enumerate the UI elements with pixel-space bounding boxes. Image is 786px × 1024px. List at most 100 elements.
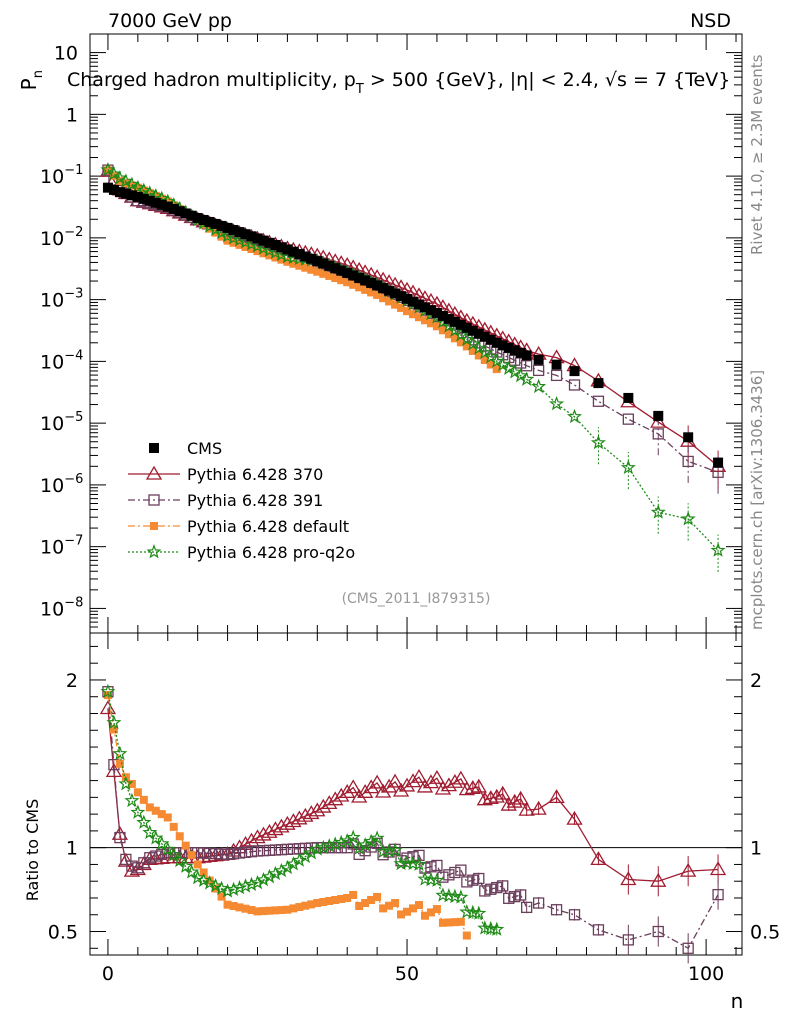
ratio-point-proq2o	[202, 875, 218, 890]
point-cms	[120, 188, 131, 199]
ratio-point-p370	[506, 793, 523, 808]
ratio-y-tick-label: 0.5	[48, 922, 78, 944]
bottom-tick-marks	[90, 633, 742, 955]
point-default	[319, 269, 328, 278]
bottom-panel: 0.5 0.5 1 1 2 2 0 50 100 Ratio to CMS n	[23, 632, 780, 1013]
ratio-point-p391	[245, 846, 258, 858]
point-cms	[210, 218, 221, 229]
x-axis-label: n	[731, 989, 744, 1013]
ratio-point-p370	[339, 784, 356, 798]
point-cms	[180, 208, 191, 219]
ratio-point-p391	[198, 847, 210, 859]
point-cms	[342, 267, 353, 278]
legend-label: CMS	[187, 439, 222, 458]
ratio-point-p391	[120, 853, 132, 866]
ratio-point-proq2o	[130, 804, 146, 819]
ratio-point-p370	[368, 774, 386, 789]
top-y-tick-label: 1	[66, 104, 78, 126]
top-y-axis-label: Pn	[17, 70, 46, 90]
point-cms	[282, 244, 293, 255]
ratio-point-proq2o	[118, 775, 134, 791]
ratio-point-p391	[263, 844, 276, 856]
point-cms	[479, 331, 490, 342]
point-proq2o	[118, 173, 134, 188]
ratio-point-p391	[425, 861, 437, 873]
ratio-point-p370	[410, 768, 428, 783]
ratio-point-p370	[374, 783, 392, 798]
point-default	[307, 265, 316, 274]
point-cms	[186, 210, 197, 221]
ratio-point-p370	[464, 780, 481, 794]
ratio-point-proq2o	[363, 833, 379, 849]
point-cms	[390, 288, 401, 299]
ratio-point-proq2o	[220, 883, 236, 898]
legend-label: Pythia 6.428 370	[187, 465, 323, 484]
point-default	[277, 255, 286, 264]
point-cms	[569, 366, 580, 377]
ratio-point-p391	[568, 909, 581, 921]
point-default	[337, 276, 346, 285]
point-cms	[192, 212, 203, 223]
ratio-point-default	[277, 906, 286, 915]
ratio-point-p391	[221, 848, 234, 861]
ratio-point-p370	[590, 851, 607, 866]
ratio-point-proq2o	[136, 814, 152, 829]
ratio-point-p391	[126, 860, 138, 872]
ratio-point-p391	[365, 841, 377, 853]
x-tick-label: 0	[102, 963, 114, 985]
ratio-point-p391	[341, 842, 353, 854]
ratio-point-p370	[482, 790, 499, 805]
bottom-tick-labels: 0.5 0.5 1 1 2 2 0 50 100	[48, 670, 780, 985]
ratio-point-proq2o	[106, 714, 122, 730]
legend-entry-proq2o: Pythia 6.428 pro-q2o	[128, 543, 355, 562]
point-cms	[288, 246, 299, 257]
point-cms	[497, 340, 508, 351]
ratio-point-p370	[518, 801, 535, 816]
ratio-point-default	[175, 832, 184, 841]
ratio-point-p370	[620, 871, 637, 886]
point-default	[301, 263, 310, 272]
ratio-point-p370	[237, 836, 254, 850]
point-cms	[533, 354, 544, 365]
point-cms	[366, 277, 377, 288]
ratio-point-proq2o	[273, 862, 289, 878]
ratio-point-p391	[592, 924, 605, 936]
ratio-point-default	[187, 851, 196, 860]
point-cms	[138, 193, 149, 204]
ratio-point-proq2o	[267, 865, 283, 881]
point-p391	[521, 360, 533, 372]
ratio-point-default	[157, 810, 166, 819]
point-cms	[396, 291, 407, 302]
ratio-y-tick-label: 2	[66, 670, 78, 692]
point-default	[241, 242, 250, 251]
ratio-point-default	[385, 901, 394, 910]
point-cms	[114, 187, 125, 198]
point-cms	[216, 220, 227, 231]
ratio-point-proq2o	[321, 838, 337, 853]
top-y-axis-label-main: P	[17, 78, 41, 90]
ratio-point-p391	[305, 842, 317, 854]
ratio-point-default	[169, 822, 178, 831]
ratio-point-p370	[446, 773, 464, 788]
ratio-point-proq2o	[453, 889, 469, 904]
top-y-tick-label: 10−7	[40, 534, 83, 559]
point-proq2o	[124, 176, 140, 191]
ratio-point-proq2o	[249, 874, 266, 890]
ratio-point-default	[229, 902, 238, 911]
bottom-y-axis-label: Ratio to CMS	[23, 799, 42, 901]
point-default	[426, 319, 435, 328]
point-default	[163, 197, 172, 206]
point-proq2o	[142, 185, 158, 200]
point-default	[235, 240, 244, 249]
ratio-point-default	[426, 908, 435, 917]
point-cms	[455, 319, 466, 330]
ratio-point-default	[337, 894, 346, 903]
ratio-point-default	[397, 910, 406, 919]
legend-entry-default: Pythia 6.428 default	[128, 517, 349, 536]
ratio-point-p391	[532, 897, 545, 909]
point-cms	[503, 342, 514, 353]
point-default	[397, 303, 406, 312]
ratio-point-p370	[680, 862, 697, 877]
ratio-point-proq2o	[172, 852, 188, 868]
point-p391	[682, 455, 694, 468]
